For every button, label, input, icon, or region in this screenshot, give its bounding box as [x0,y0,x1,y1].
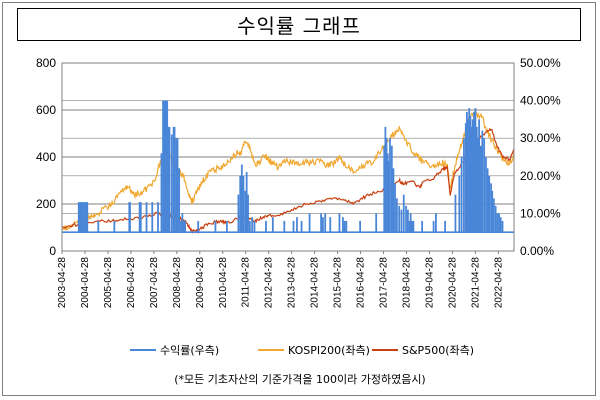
y-left-tick-label: 0 [49,244,56,258]
x-tick-label: 2007-04-28 [149,257,160,309]
x-tick-label: 2021-04-28 [470,257,481,309]
x-tick-label: 2010-04-28 [218,257,229,309]
y-right-tick-label: 30.00% [520,131,561,145]
x-tick-label: 2008-04-28 [172,257,183,309]
x-tick-label: 2003-04-28 [57,257,68,309]
chart-footnote: (*모든 기초자산의 기준가격을 100이라 가정하였음시) [174,373,426,386]
x-tick-label: 2012-04-28 [264,257,275,309]
x-tick-label: 2016-04-28 [356,257,367,309]
legend-item: KOSPI200(좌측) [258,344,370,357]
x-tick-label: 2004-04-28 [80,257,91,309]
chart-title: 수익률 그래프 [237,14,361,38]
x-tick-label: 2018-04-28 [402,257,413,309]
legend-label: KOSPI200(좌측) [288,344,370,357]
x-tick-label: 2013-04-28 [287,257,298,309]
legend-label: 수익률(우측) [160,344,219,357]
x-tick-label: 2019-04-28 [424,257,435,309]
y-left-tick-label: 200 [36,197,56,211]
y-right-tick-label: 20.00% [520,169,561,183]
chart-frame [2,2,596,396]
x-tick-label: 2020-04-28 [447,257,458,309]
x-tick-label: 2011-04-28 [241,257,252,308]
x-tick-label: 2017-04-28 [379,257,390,309]
x-tick-label: 2015-04-28 [333,257,344,309]
y-right-tick-label: 10.00% [520,206,561,220]
y-left-tick-label: 400 [36,150,56,164]
chart-title-box: 수익률 그래프 [17,8,581,41]
x-tick-label: 2014-04-28 [310,257,321,309]
legend-item: S&P500(좌측) [372,344,474,357]
y-left-tick-label: 600 [36,103,56,117]
y-right-tick-label: 50.00% [520,56,561,70]
series-rate [62,100,514,233]
y-left-tick-label: 800 [36,56,56,70]
y-right-tick-label: 0.00% [520,244,554,258]
x-tick-label: 2022-04-28 [493,257,504,309]
x-tick-label: 2006-04-28 [126,257,137,309]
x-tick-label: 2009-04-28 [195,257,206,309]
x-tick-label: 2005-04-28 [103,257,114,309]
y-right-tick-label: 40.00% [520,94,561,108]
legend-label: S&P500(좌측) [402,344,474,357]
legend-item: 수익률(우측) [130,344,219,357]
